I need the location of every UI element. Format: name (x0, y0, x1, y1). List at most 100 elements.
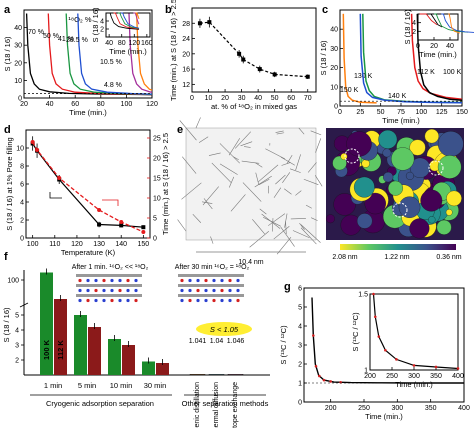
mesh-view (185, 127, 317, 241)
x-tick-label: 140 (115, 241, 127, 248)
molecule (212, 298, 216, 303)
y-tick-label: 2 (20, 218, 24, 225)
annotation-bubble (196, 322, 252, 336)
molecule (228, 288, 232, 293)
series-line (410, 13, 463, 101)
mesh-strand (281, 162, 291, 166)
molecule (236, 288, 240, 293)
bar (156, 363, 169, 375)
mesh-strand (258, 164, 279, 183)
y-tick-label: 10 (14, 78, 22, 85)
arrow-left (49, 192, 62, 199)
x-axis-label: Temperature (K) (61, 248, 116, 257)
molecule (94, 298, 98, 303)
x-tick-label: 20 (430, 43, 438, 50)
mesh-strand (263, 216, 281, 227)
x-tick-label: 110 (49, 241, 60, 248)
molecule (102, 288, 106, 293)
mesh-strand (265, 148, 286, 160)
mesh-strand (280, 226, 295, 247)
bar (108, 339, 121, 375)
mesh-strand (276, 236, 292, 255)
inset-series-line (108, 12, 140, 30)
y-tick-label: 24 (182, 36, 190, 43)
inset-series-line (419, 13, 438, 26)
mesh-strand (299, 222, 305, 230)
molecule (212, 278, 216, 283)
x-tick-label: 80 (118, 40, 126, 47)
mesh-strand (181, 182, 202, 200)
y-tick-label: 2 (412, 29, 416, 36)
y2-tick-label: 15 (153, 176, 161, 183)
y-tick-label: 6 (298, 286, 302, 293)
panel-f: 2 3 4 5 100 S (18 / 16) 1 min 5 min 10 min 30 min… (2, 264, 270, 428)
y-tick-label: 6 (20, 182, 24, 189)
method-bar (189, 374, 206, 376)
y-tick-label: 40 (14, 25, 22, 32)
pore-sphere (346, 131, 372, 157)
pore-wall (178, 284, 244, 287)
x-tick-label: 40 (446, 43, 454, 50)
plot-frame (369, 293, 459, 371)
mesh-strand (241, 160, 260, 164)
pore-sphere (420, 189, 443, 212)
series-label: 70 % (28, 29, 44, 36)
mesh-strand (261, 213, 281, 229)
y-axis-label: Time (min.) at S (18 / 16) > 2.5 (169, 0, 178, 101)
group-label: 30 min (144, 381, 167, 390)
y-axis-label: S (¹³C / ¹²C) (279, 325, 288, 365)
mesh-strand (177, 219, 187, 232)
mesh-strand (280, 156, 295, 166)
x-tick-label: 100 (27, 241, 39, 248)
series-label: 41 % (58, 36, 74, 43)
panel-label-e: e (177, 124, 183, 136)
x-tick-label: 0 (338, 109, 342, 116)
molecule (102, 298, 106, 303)
mesh-strand (228, 138, 241, 156)
inset-data-point (395, 358, 398, 361)
x-axis-label: Time (min.) (395, 380, 433, 389)
mesh-strand (303, 178, 319, 185)
molecule (86, 298, 90, 303)
x-tick-label: 100 (121, 101, 133, 108)
group-label: 5 min (78, 381, 96, 390)
x-tick-label: 200 (364, 373, 376, 380)
molecule (118, 288, 122, 293)
x-tick-label: 60 (287, 95, 295, 102)
group-label: 10 min (110, 381, 133, 390)
x-tick-label: 300 (391, 405, 403, 412)
x-axis-label: Time (min.) (382, 116, 420, 125)
mesh-strand (240, 141, 253, 147)
molecule (220, 278, 224, 283)
inset-series-line (372, 293, 459, 370)
plot-frame (191, 7, 317, 93)
mesh-strand (252, 219, 265, 235)
mesh-strand (202, 186, 219, 206)
mesh-strand (211, 162, 232, 183)
mesh-strand (284, 213, 288, 228)
y-tick-label: 20 (182, 51, 190, 58)
y-tick-label: 30 (330, 46, 338, 53)
molecule (188, 288, 192, 293)
pore-sphere (409, 139, 426, 156)
pore-sphere (391, 147, 415, 171)
y-tick-label: 30 (14, 43, 22, 50)
y-tick-label: 100 (7, 278, 19, 285)
x-tick-label: 60 (71, 101, 79, 108)
y-tick-label: 20 (330, 65, 338, 72)
bar (122, 345, 135, 375)
y-tick-label: 5 (298, 305, 302, 312)
bar-series-label: 112 K (56, 340, 65, 360)
panel-label-d: d (4, 124, 11, 136)
mesh-strand (285, 221, 287, 234)
panel-label-g: g (284, 281, 291, 293)
plot-frame (23, 9, 153, 99)
mesh-strand (315, 138, 322, 153)
y-tick-label: 28 (182, 21, 190, 28)
y-tick-label: 0 (20, 236, 24, 243)
mesh-strand (289, 168, 301, 173)
group-label: 1 min (44, 381, 62, 390)
x-tick-label: 400 (452, 373, 464, 380)
mesh-strand (219, 163, 238, 175)
